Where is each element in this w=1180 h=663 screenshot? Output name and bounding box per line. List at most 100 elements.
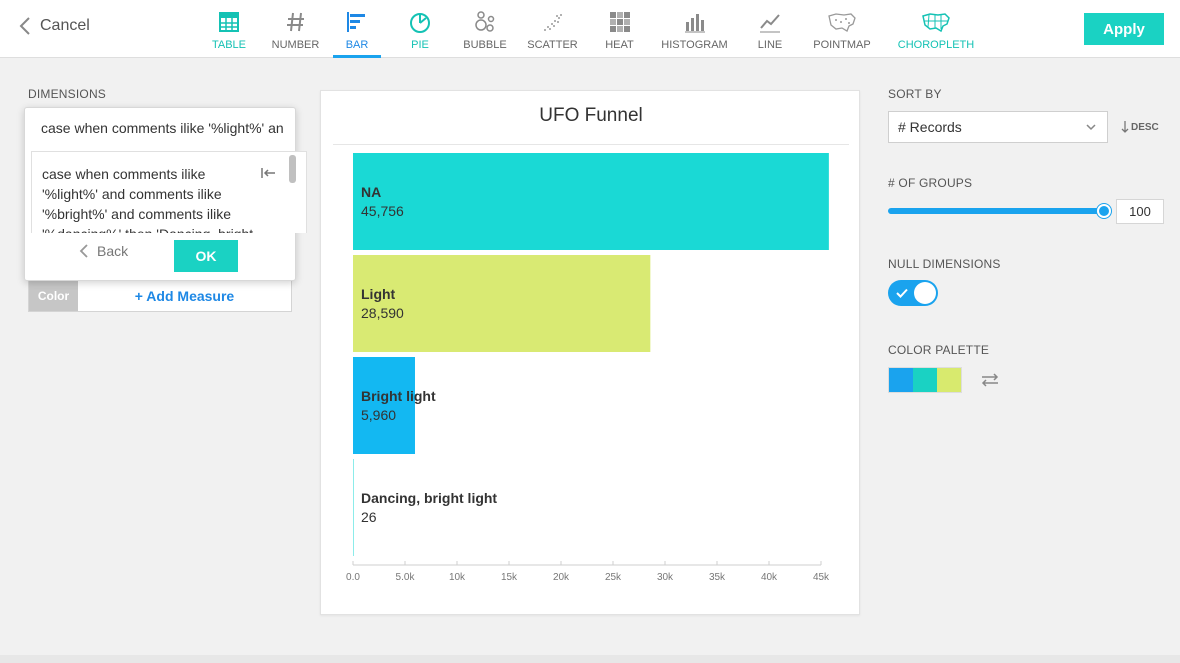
groups-count-input[interactable] <box>1116 199 1164 224</box>
checkmark-icon <box>896 288 908 298</box>
bar-value-label: 45,756 <box>361 203 404 219</box>
bar-category-label: Bright light <box>361 388 436 404</box>
x-axis-tick-label: 40k <box>761 572 778 583</box>
null-dimensions-label: NULL DIMENSIONS <box>888 257 1001 271</box>
color-palette-label: COLOR PALETTE <box>888 343 990 357</box>
x-axis-tick-label: 35k <box>709 572 726 583</box>
x-axis-tick-label: 25k <box>605 572 622 583</box>
color-chip: Color <box>29 281 78 311</box>
groups-slider-track[interactable] <box>888 208 1104 214</box>
viz-type-label: CHOROPLETH <box>897 39 975 51</box>
toggle-knob <box>914 282 936 304</box>
x-axis-tick-label: 15k <box>501 572 518 583</box>
viz-type-label: BAR <box>345 39 369 51</box>
cancel-button[interactable]: Cancel <box>18 16 90 36</box>
null-dimensions-toggle[interactable] <box>888 280 938 306</box>
bar[interactable] <box>353 153 829 250</box>
title-divider <box>333 144 849 145</box>
sql-line: case when comments ilike <box>42 166 206 182</box>
viz-type-label: POINTMAP <box>813 39 871 51</box>
palette-color-2 <box>913 368 937 392</box>
top-toolbar: Cancel TABLE NUMBER BAR PIE BUBBLE SCATT… <box>0 0 1180 58</box>
sql-editor-text: case when comments ilike '%light%' and c… <box>42 164 254 233</box>
cancel-label: Cancel <box>40 17 90 34</box>
dimensions-label: DIMENSIONS <box>28 87 107 101</box>
viz-type-label: LINE <box>757 39 783 51</box>
sql-line: '%light%' and comments ilike <box>42 186 222 202</box>
chart-type-selector: TABLE NUMBER BAR PIE BUBBLE SCATTER HEAT <box>200 0 984 58</box>
viz-type-heat[interactable]: HEAT <box>594 0 645 57</box>
x-axis-tick-label: 20k <box>553 572 570 583</box>
ok-button[interactable]: OK <box>174 240 238 272</box>
x-axis-tick-label: 10k <box>449 572 466 583</box>
collapse-icon[interactable] <box>260 166 276 180</box>
scatter-chart-icon <box>543 14 562 31</box>
viz-type-line[interactable]: LINE <box>744 0 796 57</box>
chevron-left-icon <box>19 17 30 35</box>
bar-category-label: Dancing, bright light <box>361 490 497 506</box>
sql-editor[interactable]: case when comments ilike '%light%' and c… <box>31 151 307 233</box>
x-axis-tick-label: 5.0k <box>396 572 416 583</box>
sort-direction-toggle[interactable]: DESC <box>1121 120 1159 134</box>
sql-line: '%dancing%' then 'Dancing, bright <box>42 224 254 233</box>
bar-value-label: 26 <box>361 509 377 525</box>
bottom-edge <box>0 655 1180 663</box>
viz-type-label: HEAT <box>605 39 634 51</box>
back-label: Back <box>97 243 129 259</box>
chevron-down-icon <box>1086 124 1096 131</box>
bar-value-label: 5,960 <box>361 407 396 423</box>
sql-line: '%bright%' and comments ilike <box>42 206 231 222</box>
viz-type-label: BUBBLE <box>463 39 507 51</box>
choropleth-icon <box>922 13 950 33</box>
line-chart-icon <box>760 14 780 33</box>
groups-slider-handle[interactable] <box>1097 204 1111 218</box>
add-measure-button[interactable]: + Add Measure <box>134 288 235 304</box>
viz-type-histogram[interactable]: HISTOGRAM <box>645 0 744 57</box>
back-button[interactable]: Back <box>79 243 128 259</box>
viz-type-scatter[interactable]: SCATTER <box>511 0 594 57</box>
palette-color-3 <box>937 368 961 392</box>
histogram-icon <box>684 14 705 33</box>
viz-type-number[interactable]: NUMBER <box>258 0 333 57</box>
bar-category-label: Light <box>361 286 396 302</box>
bar[interactable] <box>353 459 354 556</box>
color-palette-swatch[interactable] <box>888 367 962 393</box>
dimension-input[interactable] <box>41 120 283 136</box>
viz-type-table[interactable]: TABLE <box>200 0 258 57</box>
viz-type-bar[interactable]: BAR <box>333 0 381 58</box>
pointmap-icon <box>828 13 856 32</box>
chart-title: UFO Funnel <box>539 105 643 126</box>
viz-type-label: SCATTER <box>527 39 578 51</box>
chevron-left-icon <box>79 244 88 258</box>
viz-type-label: NUMBER <box>271 39 320 51</box>
viz-type-choropleth[interactable]: CHOROPLETH <box>888 0 984 57</box>
bar-value-label: 28,590 <box>361 305 404 321</box>
viz-type-pointmap[interactable]: POINTMAP <box>796 0 888 57</box>
table-icon <box>219 12 239 32</box>
bar-chart: NA 45,756 Light 28,590 Bright light 5,960 Danc… <box>346 153 830 583</box>
bar[interactable] <box>353 255 651 352</box>
x-axis-tick-label: 30k <box>657 572 674 583</box>
arrow-down-icon <box>1121 121 1129 133</box>
viz-type-label: HISTOGRAM <box>661 39 728 51</box>
groups-label: # OF GROUPS <box>888 176 973 190</box>
sort-by-select[interactable]: # Records <box>888 111 1108 143</box>
bubble-chart-icon <box>475 11 495 32</box>
dimension-editor-popup: case when comments ilike '%light%' and c… <box>24 107 307 281</box>
sort-by-label: SORT BY <box>888 87 942 101</box>
bar[interactable] <box>353 357 415 454</box>
pie-chart-icon <box>410 13 430 33</box>
heatmap-icon <box>609 12 630 32</box>
editor-scrollbar[interactable] <box>289 155 296 183</box>
palette-color-1 <box>889 368 913 392</box>
hash-icon <box>286 12 304 32</box>
bar-chart-icon <box>347 12 365 32</box>
sort-direction-label: DESC <box>1131 121 1159 133</box>
viz-type-pie[interactable]: PIE <box>381 0 459 57</box>
color-measure-row: Color + Add Measure <box>28 280 292 312</box>
viz-type-label: PIE <box>411 39 429 51</box>
viz-type-bubble[interactable]: BUBBLE <box>459 0 511 57</box>
viz-type-label: TABLE <box>211 39 247 51</box>
swap-icon[interactable] <box>980 372 1000 388</box>
apply-button[interactable]: Apply <box>1084 13 1164 45</box>
